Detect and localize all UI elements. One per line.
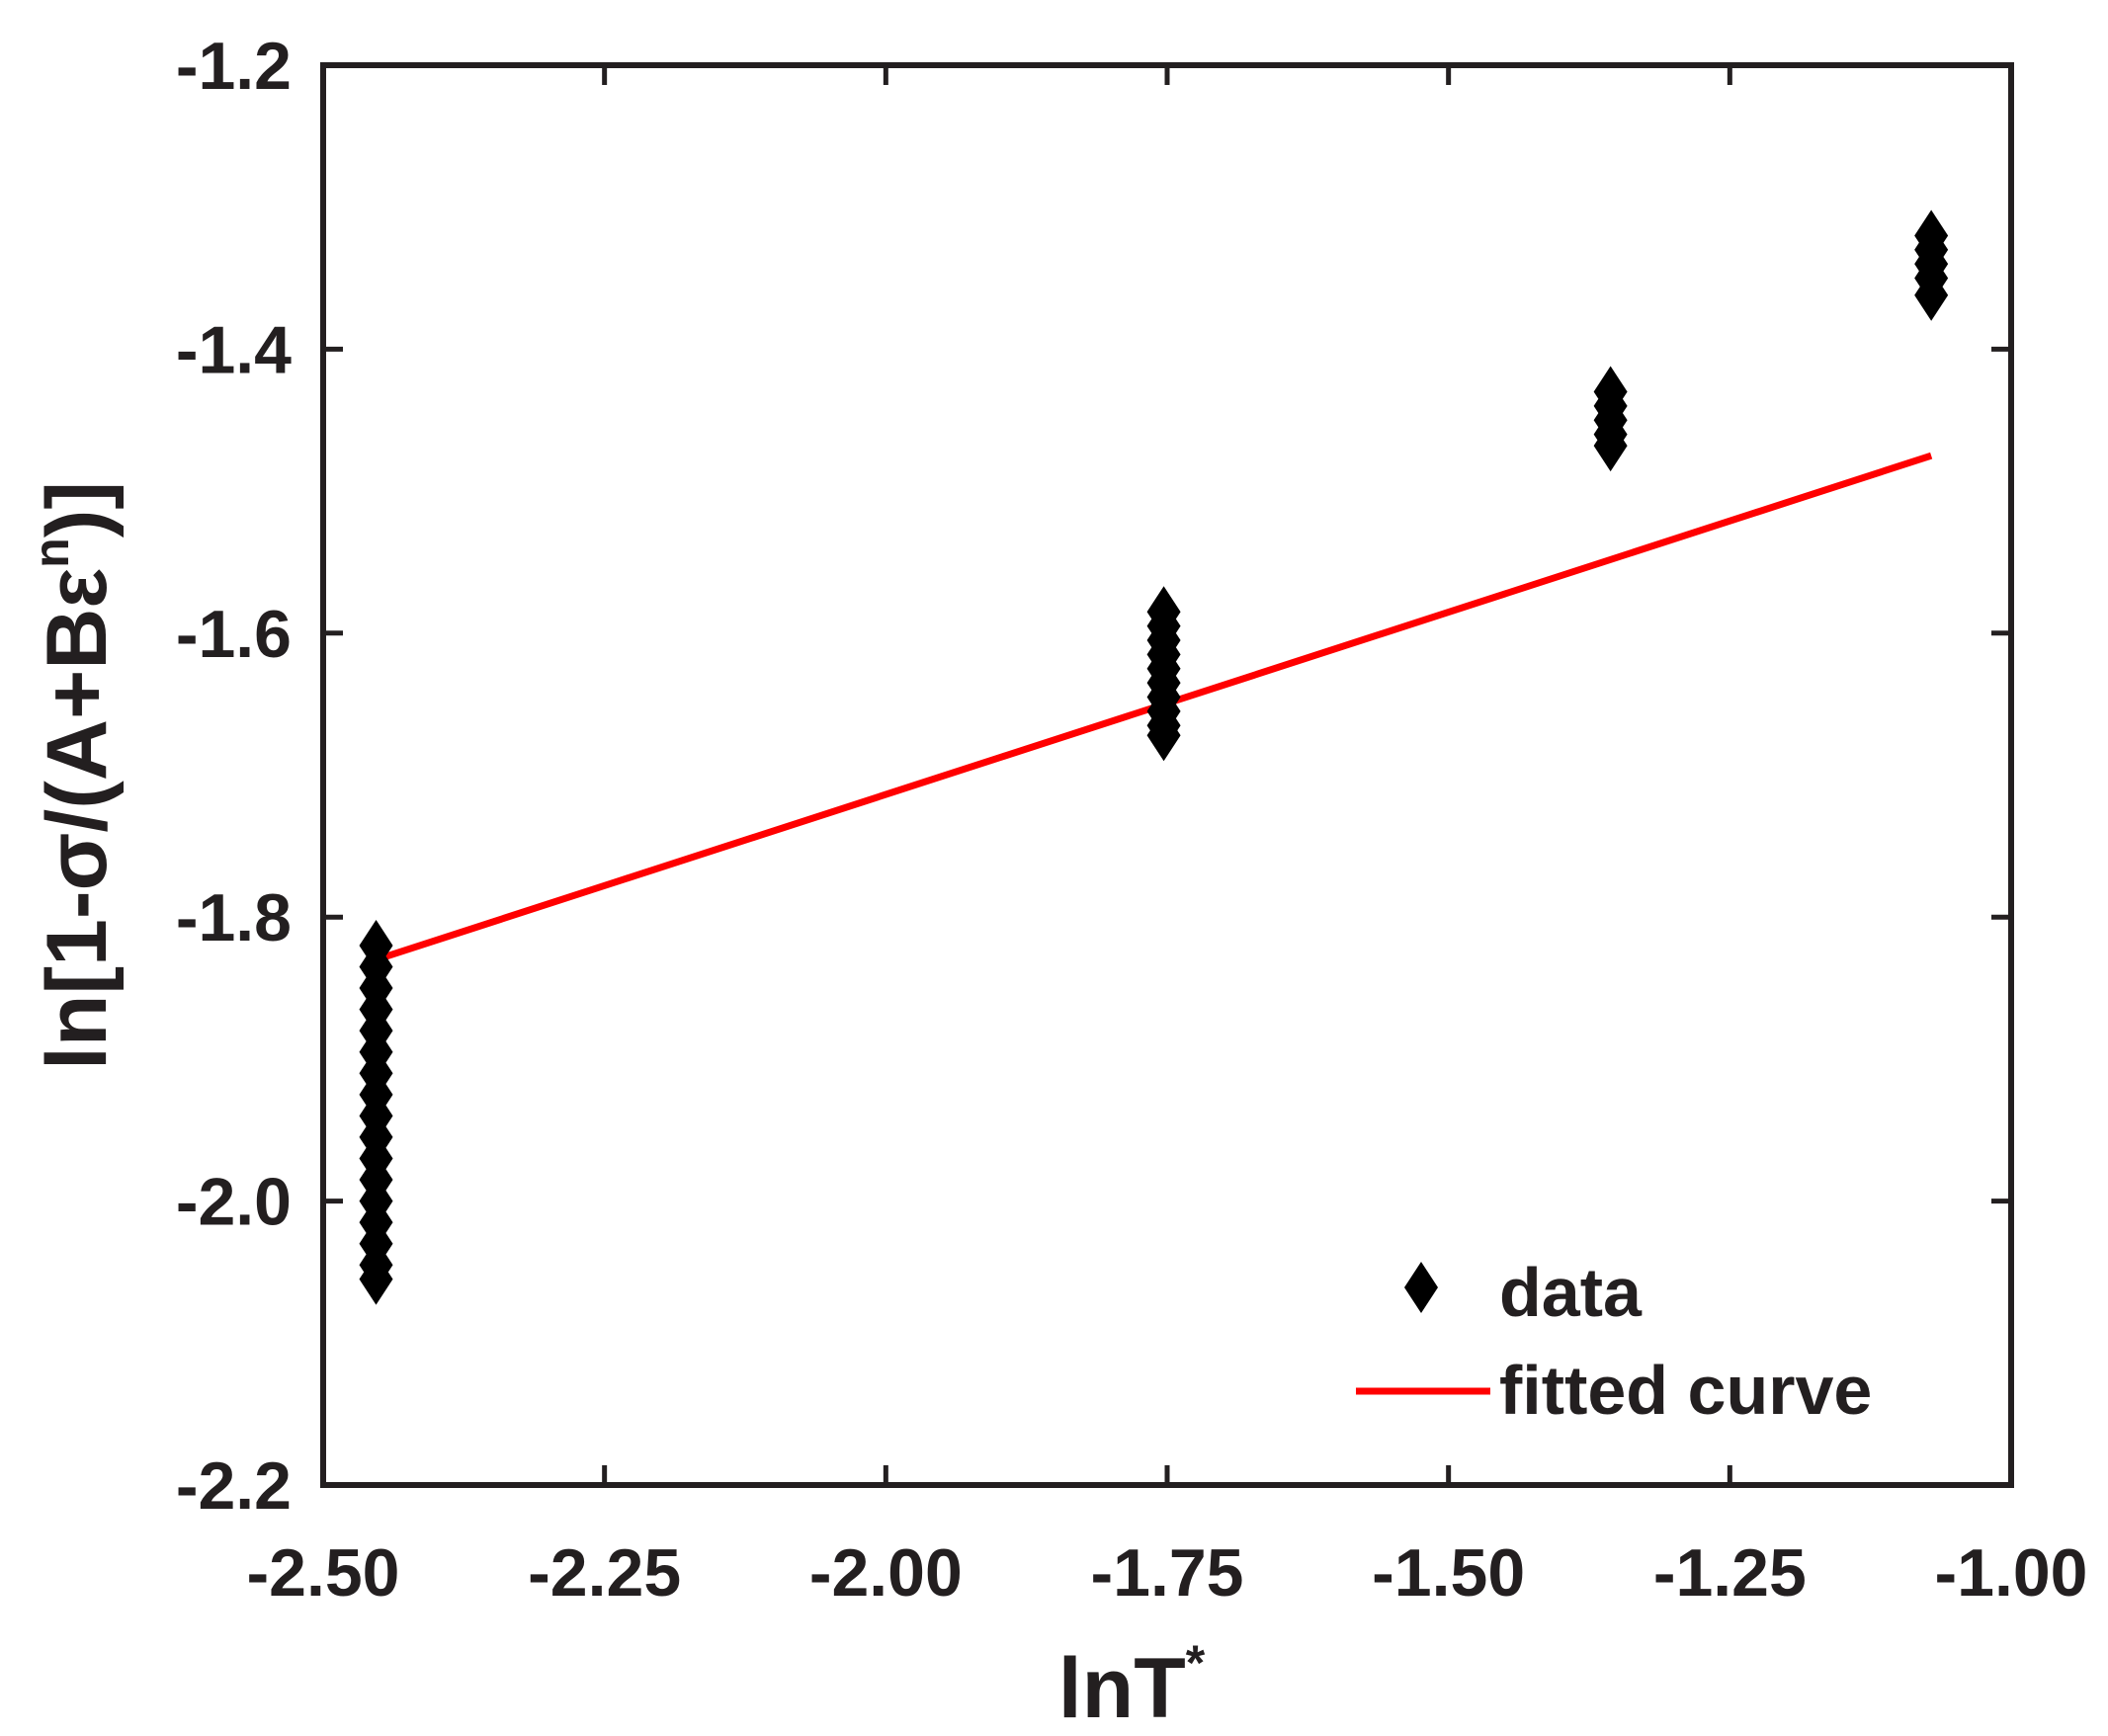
legend-data-label: data — [1499, 1254, 1643, 1331]
y-tick-label: -1.4 — [176, 312, 292, 387]
y-axis-label-prefix: ln[1-σ/(A+Bε — [30, 568, 125, 1070]
x-axis-label: lnT* — [1058, 1635, 1206, 1736]
x-tick-label: -1.25 — [1653, 1535, 1807, 1611]
x-axis-tick-labels: -2.50 -2.25 -2.00 -1.75 -1.50 -1.25 -1.00 — [247, 1535, 2088, 1611]
legend: data fitted curve — [1356, 1254, 1872, 1429]
y-tick-label: -1.8 — [176, 880, 292, 955]
x-axis-ticks — [320, 65, 2014, 1485]
x-axis-label-main: lnT — [1058, 1641, 1186, 1736]
legend-fit-label: fitted curve — [1499, 1352, 1872, 1429]
data-point — [359, 1253, 393, 1305]
data-point — [1593, 420, 1628, 472]
y-axis-label-suffix: )] — [30, 481, 125, 537]
y-tick-label: -2.2 — [176, 1448, 292, 1524]
plot-area — [320, 62, 2014, 1488]
legend-data-marker — [1404, 1262, 1438, 1313]
x-tick-label: -1.75 — [1091, 1535, 1244, 1611]
y-tick-label: -1.2 — [176, 29, 292, 104]
x-tick-label: -2.00 — [809, 1535, 963, 1611]
series-layer — [359, 209, 1949, 1305]
y-tick-label: -1.6 — [176, 597, 292, 672]
x-tick-label: -2.50 — [247, 1535, 400, 1611]
x-tick-label: -1.00 — [1935, 1535, 2088, 1611]
y-axis-label-superscript: n — [24, 537, 79, 568]
y-axis-label: ln[1-σ/(A+Bεn)] — [24, 481, 125, 1070]
x-axis-label-superscript: * — [1186, 1635, 1206, 1691]
data-point — [1914, 269, 1949, 321]
x-tick-label: -2.25 — [528, 1535, 681, 1611]
y-axis-ticks — [323, 62, 2011, 1488]
data-point — [1146, 709, 1181, 762]
y-axis-tick-labels: -2.2 -2.0 -1.8 -1.6 -1.4 -1.2 — [176, 29, 292, 1524]
y-tick-label: -2.0 — [176, 1165, 292, 1240]
x-tick-label: -1.50 — [1372, 1535, 1525, 1611]
